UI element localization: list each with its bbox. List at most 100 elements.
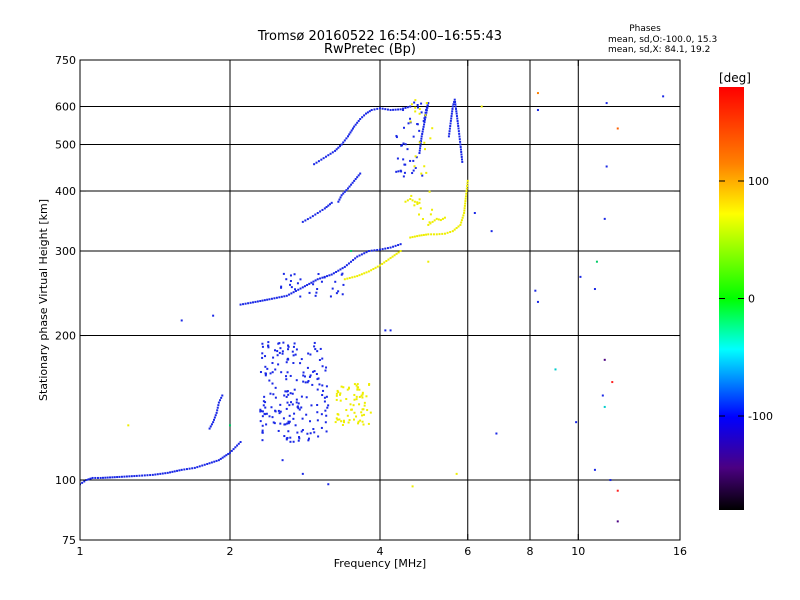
data-point bbox=[321, 357, 324, 360]
data-point bbox=[455, 110, 458, 113]
data-point bbox=[391, 255, 394, 258]
data-point bbox=[420, 234, 423, 237]
data-point bbox=[339, 399, 342, 402]
y-tick-label: 300 bbox=[55, 245, 76, 258]
data-point bbox=[213, 416, 216, 419]
data-point bbox=[284, 390, 287, 393]
data-point bbox=[379, 264, 381, 267]
data-point bbox=[264, 372, 267, 375]
data-point bbox=[451, 230, 454, 233]
data-point bbox=[536, 92, 539, 95]
data-point bbox=[264, 406, 267, 409]
data-point bbox=[294, 424, 297, 427]
data-point bbox=[409, 159, 412, 162]
data-point bbox=[305, 413, 308, 416]
data-point bbox=[316, 212, 319, 215]
data-point bbox=[392, 245, 395, 248]
data-point bbox=[435, 217, 438, 220]
data-point bbox=[425, 111, 428, 114]
data-point bbox=[376, 248, 379, 251]
data-point bbox=[290, 286, 293, 289]
data-point bbox=[455, 112, 458, 115]
data-point bbox=[365, 271, 368, 274]
data-point bbox=[424, 116, 427, 119]
data-point bbox=[420, 140, 423, 143]
data-point bbox=[285, 361, 288, 364]
data-point bbox=[125, 475, 128, 478]
data-point bbox=[169, 471, 172, 474]
data-point bbox=[277, 363, 280, 366]
data-point bbox=[269, 372, 272, 375]
data-point bbox=[94, 476, 97, 479]
data-point bbox=[320, 426, 323, 429]
data-point bbox=[397, 251, 400, 254]
data-point bbox=[365, 395, 368, 398]
data-point bbox=[413, 165, 416, 168]
data-point bbox=[313, 345, 316, 348]
data-point bbox=[399, 243, 402, 246]
data-point bbox=[395, 134, 398, 137]
data-point bbox=[286, 401, 289, 404]
data-point bbox=[374, 266, 377, 269]
data-point bbox=[201, 464, 204, 467]
data-point bbox=[274, 368, 277, 371]
data-point bbox=[244, 302, 247, 305]
data-point bbox=[611, 381, 614, 384]
data-point bbox=[340, 273, 343, 276]
data-point bbox=[393, 254, 396, 257]
data-point bbox=[381, 262, 384, 265]
data-point bbox=[309, 432, 312, 435]
data-point bbox=[261, 342, 264, 345]
data-point bbox=[336, 389, 339, 392]
data-point bbox=[327, 154, 330, 157]
data-point bbox=[433, 219, 436, 222]
data-point bbox=[414, 155, 417, 158]
data-point bbox=[262, 404, 265, 407]
chart-title: Tromsø 20160522 16:54:00–16:55:43 bbox=[257, 29, 502, 44]
data-point bbox=[237, 442, 240, 445]
data-point bbox=[466, 182, 469, 185]
data-point bbox=[413, 235, 416, 238]
data-point bbox=[593, 288, 596, 291]
data-point bbox=[428, 221, 431, 224]
data-point bbox=[287, 345, 290, 348]
data-point bbox=[203, 463, 206, 466]
data-point bbox=[300, 358, 303, 361]
data-point bbox=[386, 108, 389, 111]
data-point bbox=[312, 370, 315, 373]
data-point bbox=[227, 452, 230, 455]
data-point bbox=[413, 101, 416, 104]
data-point bbox=[409, 198, 412, 201]
data-point bbox=[188, 467, 191, 470]
data-point bbox=[101, 476, 104, 479]
data-point bbox=[325, 385, 328, 388]
data-point bbox=[370, 269, 373, 272]
data-point bbox=[313, 370, 316, 373]
data-point bbox=[460, 219, 463, 222]
data-point bbox=[183, 468, 186, 471]
data-point bbox=[392, 108, 395, 111]
data-point bbox=[301, 286, 304, 289]
data-point bbox=[292, 354, 295, 357]
data-point bbox=[264, 365, 267, 368]
data-point bbox=[420, 172, 423, 175]
data-point bbox=[285, 390, 288, 393]
data-point bbox=[362, 408, 365, 411]
data-point bbox=[247, 302, 250, 305]
data-point bbox=[345, 137, 348, 140]
data-point bbox=[327, 204, 330, 207]
data-point bbox=[466, 185, 469, 188]
data-point bbox=[335, 417, 338, 420]
data-point bbox=[359, 419, 362, 422]
data-point bbox=[353, 275, 356, 278]
data-point bbox=[495, 432, 498, 435]
data-point bbox=[221, 394, 224, 397]
data-point bbox=[326, 275, 329, 278]
data-point bbox=[318, 383, 321, 386]
data-point bbox=[338, 198, 341, 201]
data-point bbox=[232, 448, 235, 451]
data-point bbox=[275, 296, 278, 299]
data-point bbox=[363, 404, 366, 407]
data-point bbox=[449, 230, 452, 233]
data-point bbox=[395, 170, 398, 173]
